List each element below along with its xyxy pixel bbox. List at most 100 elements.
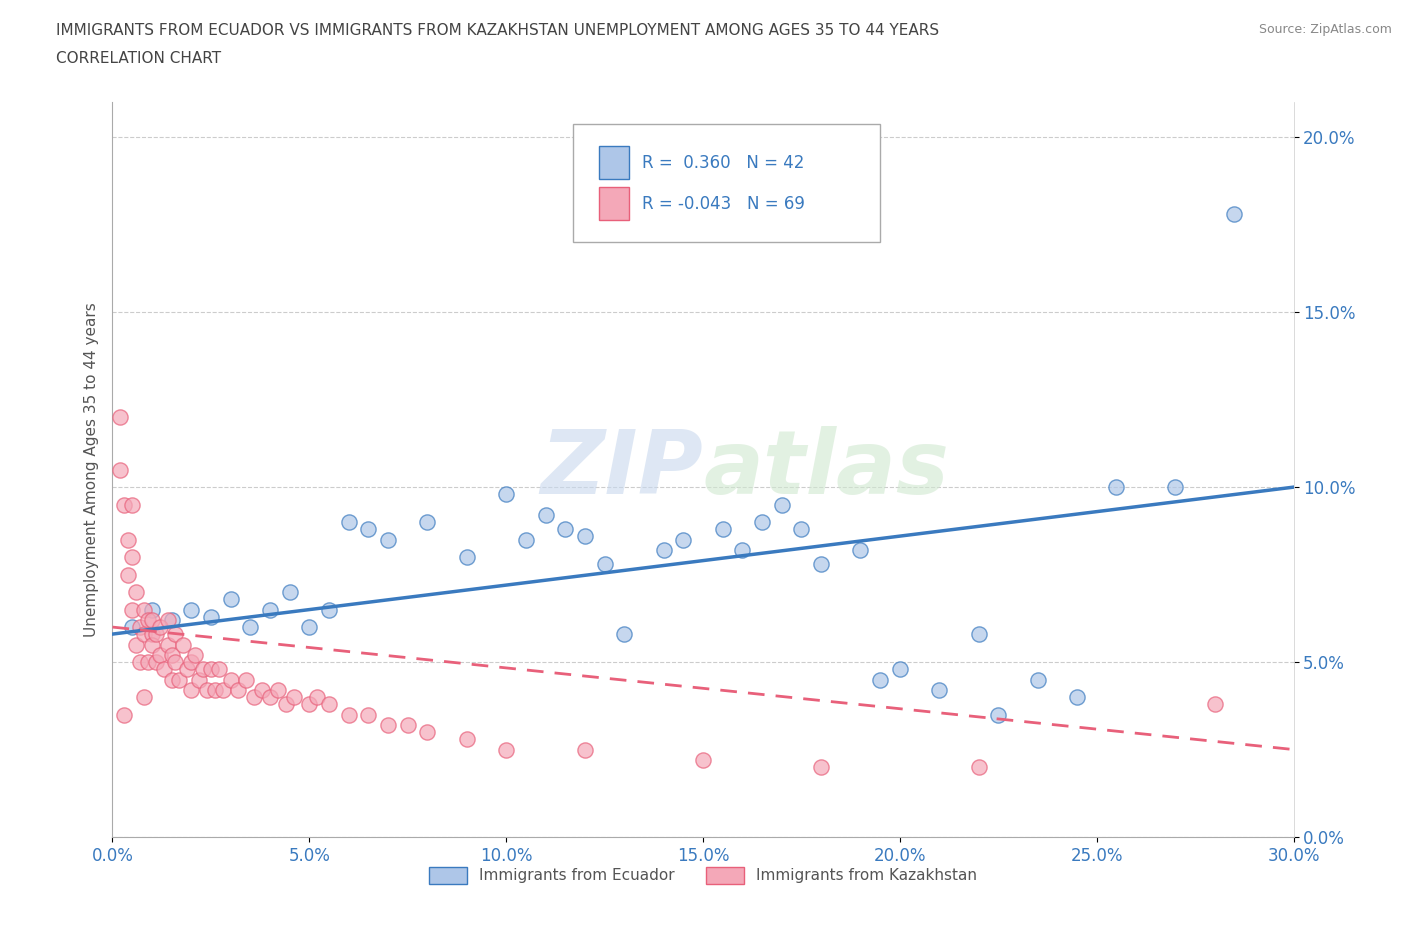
Point [121, 498, 143, 512]
Point [243, 690, 266, 705]
Point [810, 557, 832, 572]
Point [132, 690, 155, 705]
Point [125, 637, 148, 652]
Point [967, 627, 990, 642]
Point [1164, 480, 1187, 495]
Point [149, 647, 172, 662]
Point [235, 672, 257, 687]
Point [219, 672, 242, 687]
Point [141, 602, 163, 617]
Text: R = -0.043   N = 69: R = -0.043 N = 69 [641, 194, 804, 213]
Point [160, 613, 183, 628]
Point [117, 532, 139, 547]
Point [318, 697, 340, 711]
Point [731, 543, 754, 558]
Bar [599, 187, 628, 219]
Point [298, 697, 321, 711]
Point [145, 655, 167, 670]
Point [141, 613, 163, 628]
Point [172, 637, 194, 652]
Point [191, 661, 214, 676]
Point [112, 707, 135, 722]
Point [200, 609, 222, 624]
Point [869, 672, 891, 687]
Point [121, 550, 143, 565]
Point [136, 613, 159, 628]
Point [180, 602, 202, 617]
Point [204, 683, 226, 698]
Point [184, 647, 207, 662]
Point [219, 591, 242, 606]
Point [132, 602, 155, 617]
Point [337, 514, 360, 529]
Point [967, 760, 990, 775]
Point [208, 661, 231, 676]
Point [357, 707, 380, 722]
Point [180, 683, 202, 698]
Point [692, 752, 714, 767]
Point [156, 637, 179, 652]
Point [283, 690, 305, 705]
Legend: Immigrants from Ecuador, Immigrants from Kazakhstan: Immigrants from Ecuador, Immigrants from… [422, 859, 984, 892]
Point [377, 718, 399, 733]
Point [132, 627, 155, 642]
Point [195, 683, 218, 698]
Point [274, 697, 297, 711]
Point [152, 661, 174, 676]
Point [121, 619, 143, 634]
Point [613, 627, 636, 642]
Point [318, 602, 340, 617]
Point [228, 683, 250, 698]
Point [574, 742, 596, 757]
Point [141, 637, 163, 652]
Point [129, 655, 152, 670]
Text: CORRELATION CHART: CORRELATION CHART [56, 51, 221, 66]
Point [810, 760, 832, 775]
Point [849, 543, 872, 558]
Point [160, 672, 183, 687]
Point [239, 619, 262, 634]
Point [495, 742, 517, 757]
Point [117, 567, 139, 582]
Point [259, 602, 281, 617]
Point [176, 661, 198, 676]
Point [149, 619, 172, 634]
Point [574, 528, 596, 543]
Point [770, 498, 793, 512]
Point [928, 683, 950, 698]
Point [889, 661, 911, 676]
Point [672, 532, 695, 547]
Point [165, 655, 187, 670]
Point [751, 514, 773, 529]
Point [259, 690, 281, 705]
Point [278, 585, 301, 600]
Text: R =  0.360   N = 42: R = 0.360 N = 42 [641, 154, 804, 172]
Point [987, 707, 1010, 722]
Point [267, 683, 290, 698]
Point [515, 532, 537, 547]
Point [652, 543, 675, 558]
Point [141, 627, 163, 642]
Point [416, 724, 439, 739]
Point [110, 410, 132, 425]
Point [188, 672, 211, 687]
Point [160, 647, 183, 662]
Point [200, 661, 222, 676]
Point [125, 585, 148, 600]
Point [165, 627, 187, 642]
FancyBboxPatch shape [574, 125, 880, 242]
Point [112, 498, 135, 512]
Point [456, 732, 478, 747]
Point [357, 522, 380, 537]
Point [1066, 690, 1088, 705]
Point [1105, 480, 1128, 495]
Point [337, 707, 360, 722]
Point [396, 718, 419, 733]
Point [1026, 672, 1049, 687]
Point [554, 522, 576, 537]
Text: IMMIGRANTS FROM ECUADOR VS IMMIGRANTS FROM KAZAKHSTAN UNEMPLOYMENT AMONG AGES 35: IMMIGRANTS FROM ECUADOR VS IMMIGRANTS FR… [56, 23, 939, 38]
Point [377, 532, 399, 547]
Point [534, 508, 557, 523]
Point [711, 522, 734, 537]
Text: ZIP: ZIP [540, 426, 703, 513]
